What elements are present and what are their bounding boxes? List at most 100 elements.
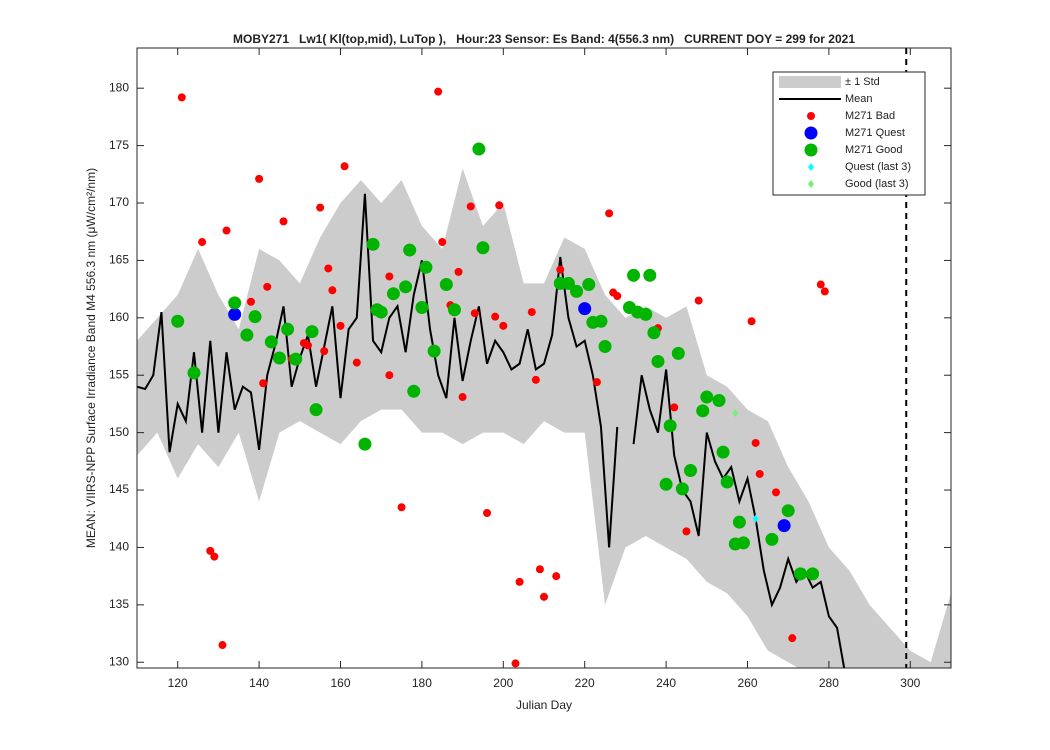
point [316, 203, 325, 212]
y-tick-label: 155 [109, 367, 129, 381]
point [458, 393, 467, 402]
chart-title: MOBY271 Lw1( Kl(top,mid), LuTop ), Hour:… [233, 32, 855, 46]
x-tick-label: 280 [819, 676, 839, 690]
x-tick-label: 220 [575, 676, 595, 690]
legend-box [772, 71, 926, 196]
point [736, 536, 750, 550]
point [210, 552, 219, 561]
point [598, 340, 612, 354]
point [171, 314, 185, 328]
y-tick-label: 175 [109, 138, 129, 152]
point [570, 284, 584, 298]
point [366, 237, 380, 251]
diamond-marker [752, 514, 759, 523]
axes: 120 140 160 180 200 220 240 260 280 300 130 135 140 1… [109, 47, 952, 690]
point [747, 317, 756, 326]
point [454, 267, 463, 276]
point [177, 93, 186, 102]
y-tick-label: 135 [109, 597, 129, 611]
y-axis-label: MEAN: VIIRS-NPP Surface Irradiance Band … [84, 168, 98, 548]
x-tick-label: 160 [330, 676, 350, 690]
point [804, 126, 818, 140]
point [255, 174, 264, 183]
point [434, 87, 443, 96]
point [511, 659, 520, 668]
point [781, 504, 795, 518]
point [515, 577, 524, 586]
point [816, 280, 825, 289]
point [594, 314, 608, 328]
point [385, 371, 394, 380]
point [540, 592, 548, 601]
point [671, 346, 685, 360]
legend-label: M271 Quest [845, 127, 905, 139]
point [700, 390, 714, 404]
point [659, 477, 673, 491]
point [495, 201, 504, 210]
point [527, 308, 536, 317]
point [684, 464, 698, 478]
point [499, 321, 508, 330]
x-tick-label: 240 [656, 676, 676, 690]
point [407, 384, 421, 398]
point [281, 322, 295, 336]
point [328, 286, 337, 295]
point [820, 287, 829, 296]
point [385, 272, 394, 281]
point [198, 238, 207, 247]
point [694, 296, 703, 305]
legend-label: Good (last 3) [845, 178, 909, 190]
point [472, 142, 486, 156]
point [647, 326, 661, 340]
x-axis-label: Julian Day [516, 698, 572, 712]
point [352, 358, 361, 367]
mean-line [137, 193, 846, 668]
point [218, 641, 227, 650]
point [439, 278, 453, 292]
point [374, 305, 388, 319]
point [651, 354, 665, 368]
point [476, 241, 490, 255]
point [712, 393, 726, 407]
point [399, 280, 413, 294]
point [777, 519, 791, 533]
point [228, 296, 242, 310]
x-tick-label: 180 [412, 676, 432, 690]
point [556, 265, 565, 274]
point [675, 482, 689, 496]
point [578, 302, 592, 316]
point [324, 264, 333, 273]
point [807, 112, 815, 120]
point [309, 403, 323, 417]
point [535, 565, 544, 574]
point [639, 307, 653, 321]
diamond-marker [808, 180, 814, 188]
x-tick-label: 200 [493, 676, 513, 690]
point [561, 276, 575, 290]
point [240, 328, 254, 342]
point [732, 515, 746, 529]
plot-area [137, 48, 951, 668]
legend-label: M271 Good [845, 144, 902, 156]
point [627, 268, 641, 282]
point [765, 532, 779, 546]
point [771, 488, 780, 497]
point [222, 226, 231, 235]
y-tick-label: 130 [109, 654, 129, 668]
point [438, 238, 447, 247]
axes-box [136, 47, 952, 669]
y-tick-label: 145 [109, 482, 129, 496]
legend-label: ± 1 Std [845, 76, 880, 88]
x-tick-label: 260 [737, 676, 757, 690]
point [720, 475, 734, 489]
point [605, 209, 614, 218]
legend-label: Quest (last 3) [845, 161, 911, 173]
point [305, 325, 319, 339]
point [491, 312, 500, 321]
point [804, 143, 818, 157]
point [358, 437, 372, 451]
y-tick-label: 170 [109, 195, 129, 209]
point [340, 162, 349, 171]
legend-label: M271 Bad [845, 110, 895, 122]
point [206, 546, 215, 555]
